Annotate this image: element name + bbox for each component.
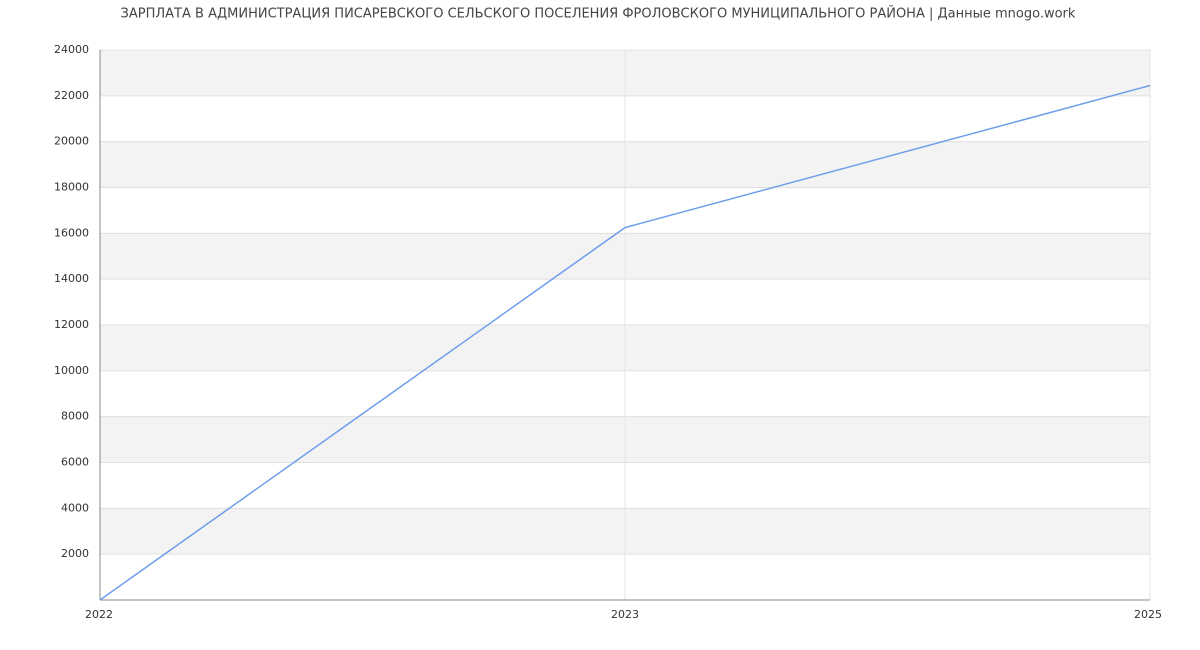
chart-title: ЗАРПЛАТА В АДМИНИСТРАЦИЯ ПИСАРЕВСКОГО СЕ… — [121, 6, 1076, 22]
y-tick-label: 10000 — [54, 364, 89, 377]
y-tick-label: 8000 — [61, 410, 89, 423]
y-tick-label: 14000 — [54, 272, 89, 285]
y-tick-label: 4000 — [61, 501, 89, 514]
y-tick-label: 22000 — [54, 89, 89, 102]
grid — [100, 49, 1151, 600]
y-tick-label: 2000 — [61, 547, 89, 560]
y-tick-label: 16000 — [54, 226, 89, 239]
y-tick-label: 24000 — [54, 43, 89, 56]
line — [99, 84, 1151, 601]
y-tick-label: 18000 — [54, 181, 89, 194]
y-tick-label: 20000 — [54, 135, 89, 148]
y-tick-label: 6000 — [61, 456, 89, 469]
y-tick-label: 12000 — [54, 318, 89, 331]
x-tick-label: 2025 — [1134, 608, 1162, 621]
x-tick-label: 2023 — [611, 608, 639, 621]
x-tick-label: 2022 — [85, 608, 113, 621]
